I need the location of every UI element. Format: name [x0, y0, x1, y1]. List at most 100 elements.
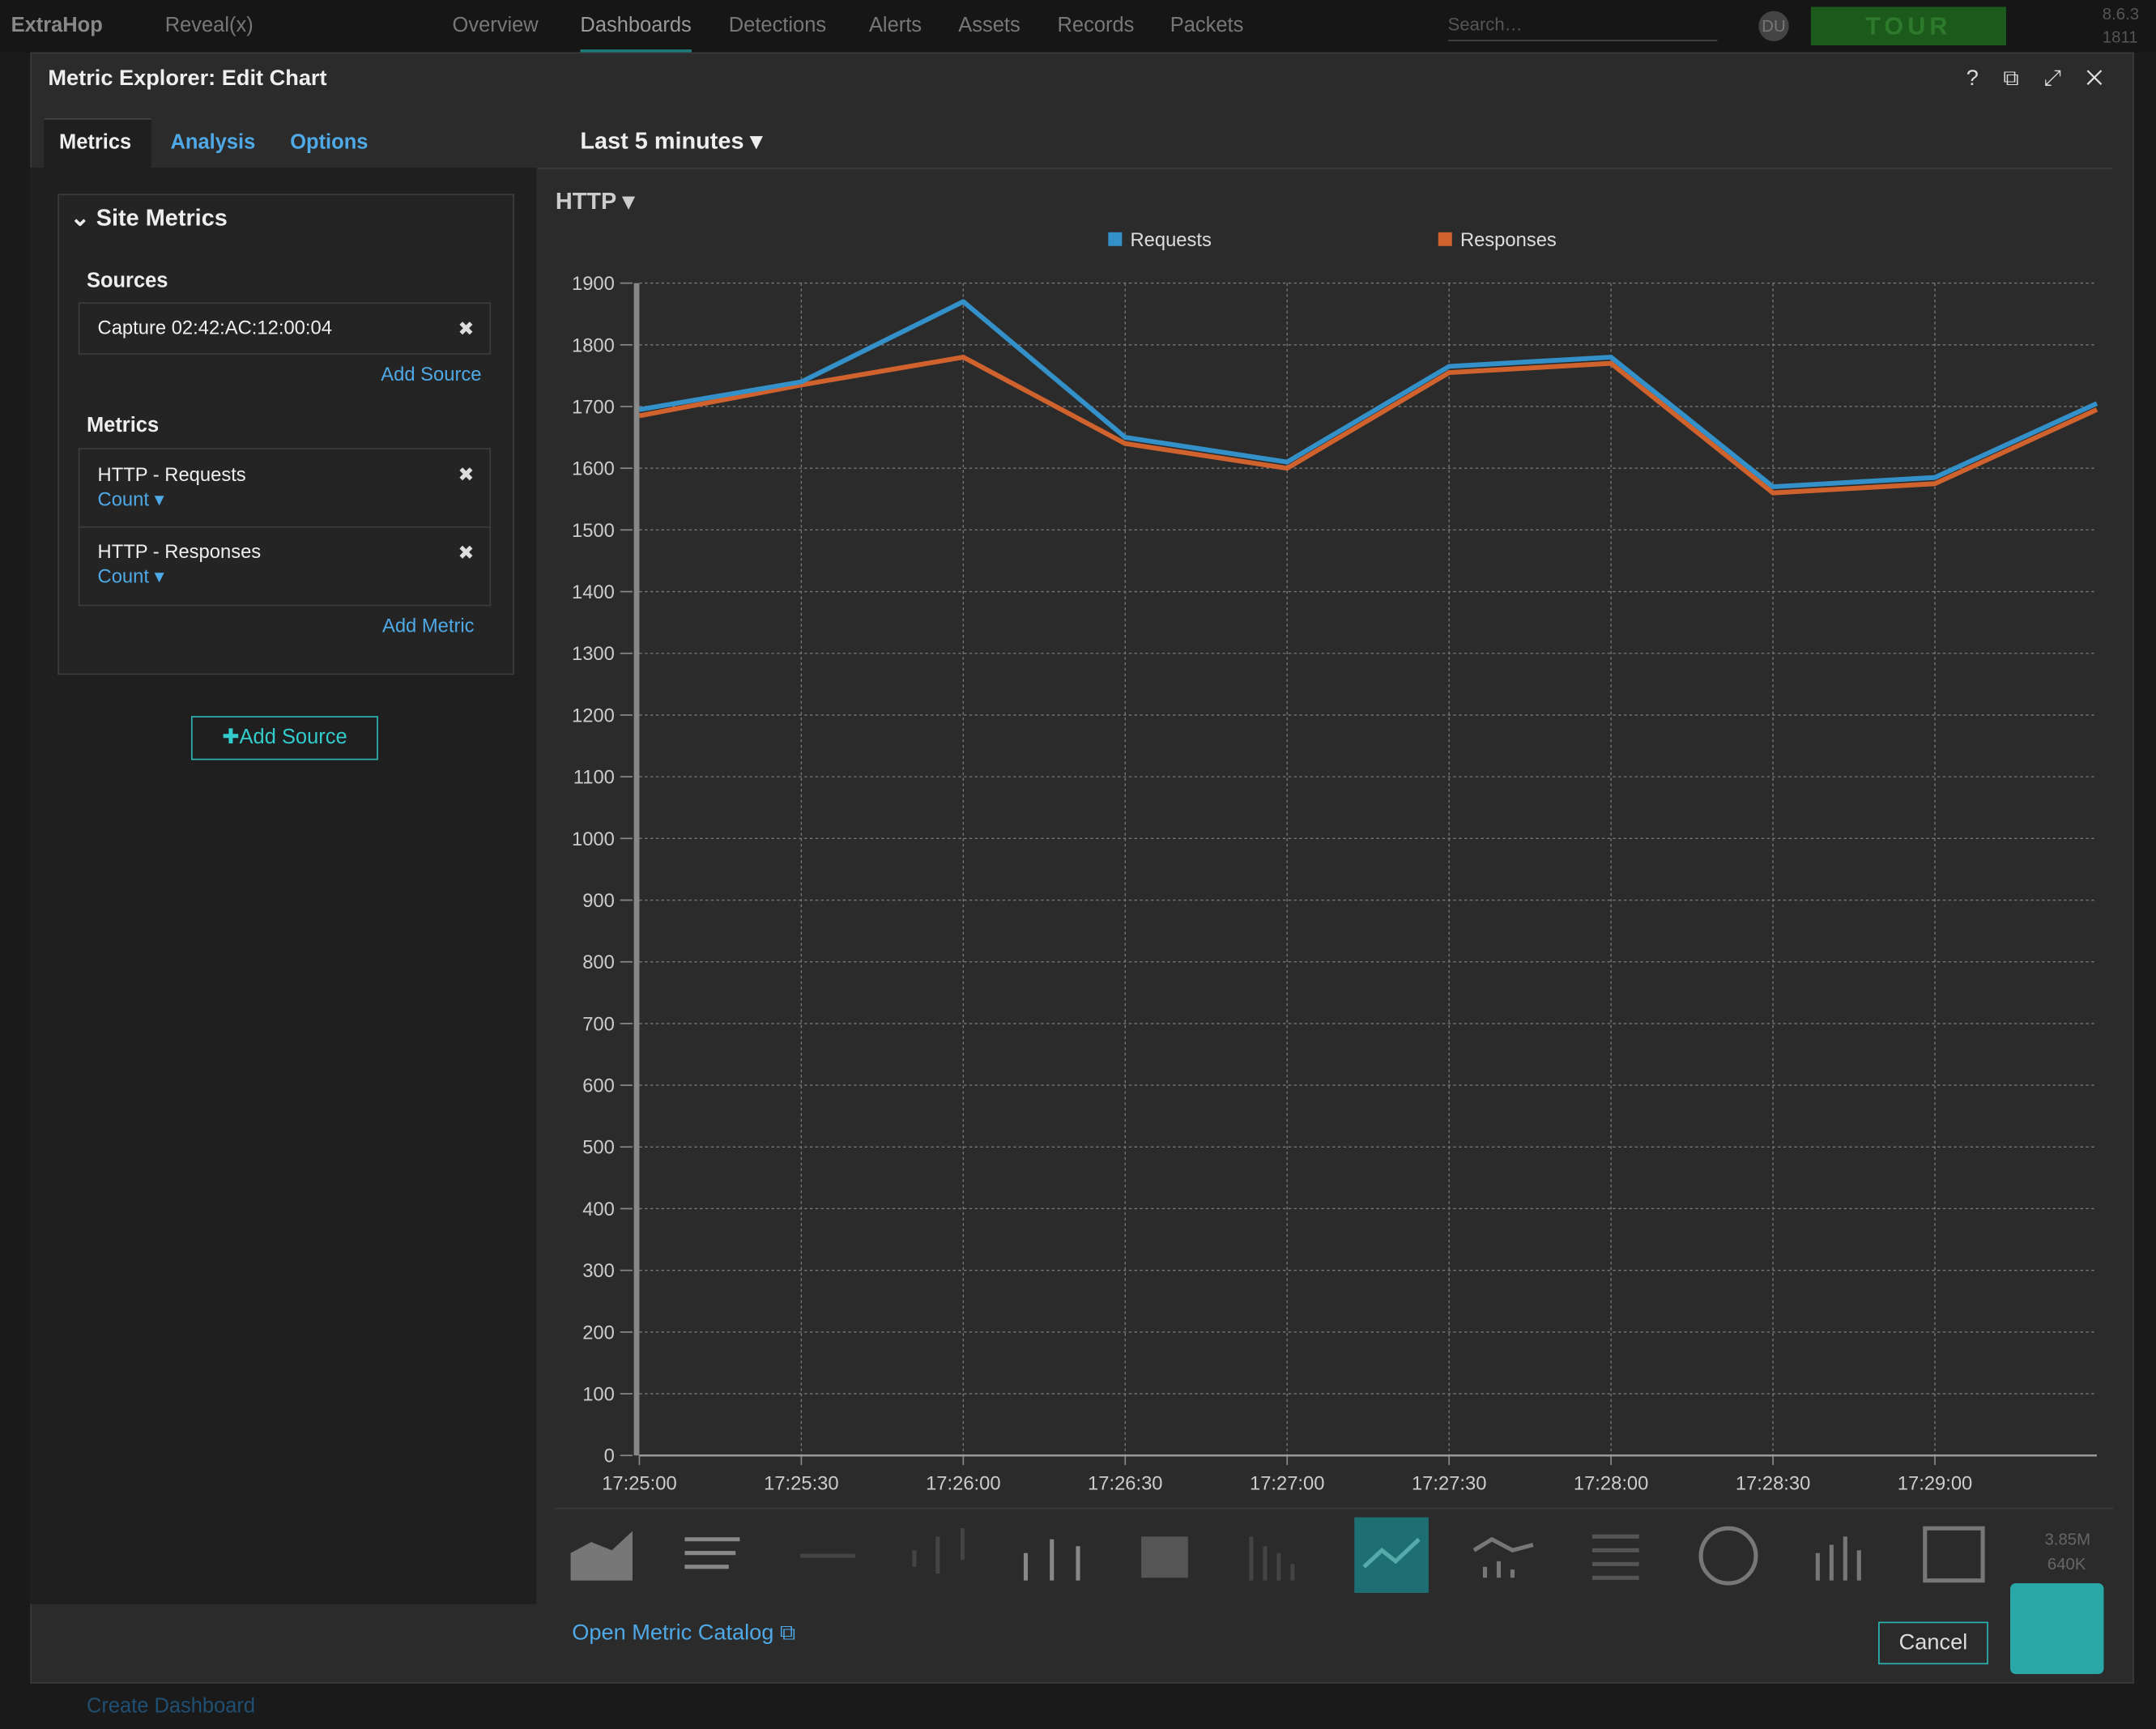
tab[interactable]: Analysis [170, 130, 256, 155]
legend-label: Requests [1131, 229, 1212, 251]
x-tick-label: 17:26:30 [1088, 1473, 1162, 1495]
y-tick-label: 300 [582, 1260, 615, 1282]
y-tick-label: 1900 [572, 273, 615, 295]
tour-button[interactable]: TOUR [1810, 6, 2006, 46]
time-range-text: Last 5 minutes [580, 127, 744, 155]
series-line [638, 355, 2098, 496]
y-tick-label: 1200 [572, 705, 615, 726]
top-nav: ExtraHop Reveal(x) Overview Dashboards D… [0, 0, 2156, 53]
series-line [638, 299, 2098, 490]
cancel-button[interactable]: Cancel [1878, 1621, 1988, 1665]
assistant-button[interactable] [2010, 1583, 2104, 1675]
y-tick-label: 200 [582, 1322, 615, 1344]
icon[interactable] [684, 1537, 740, 1569]
icon[interactable] [1472, 1536, 1534, 1578]
metric-name: HTTP - Responses [97, 539, 262, 563]
nav-link[interactable]: Assets [958, 13, 1020, 37]
y-tick-label: 600 [582, 1075, 615, 1097]
x-tick-label: 17:27:00 [1250, 1473, 1324, 1495]
icon[interactable] [1023, 1539, 1080, 1581]
x-tick-label: 17:28:00 [1574, 1473, 1648, 1495]
add-source-button[interactable]: ✚Add Source [190, 716, 378, 760]
y-tick-label: 1000 [572, 828, 615, 850]
icon[interactable] [1362, 1537, 1421, 1569]
calc-text: Count [97, 564, 149, 587]
time-range[interactable]: Last 5 minutes ▾ [580, 127, 763, 155]
y-tick-label: 100 [582, 1384, 615, 1406]
x-tick-label: 17:25:00 [602, 1473, 676, 1495]
icon[interactable] [1698, 1526, 1758, 1586]
link-text: Open Metric Catalog [572, 1621, 774, 1646]
y-tick-label: 1300 [572, 643, 615, 665]
modal-title: Metric Explorer: Edit Chart [48, 67, 327, 92]
metric-row [78, 448, 492, 528]
section-title-text: Site Metrics [96, 204, 228, 232]
x-tick-label: 17:25:30 [764, 1473, 838, 1495]
legend-swatch [1108, 232, 1123, 246]
icon-selected[interactable] [1354, 1517, 1429, 1593]
metric-calc[interactable]: Count ▾ [97, 564, 164, 587]
y-tick-label: 1600 [572, 458, 615, 480]
icon[interactable] [1141, 1536, 1188, 1578]
y-tick-label: 700 [582, 1013, 615, 1035]
metric-name: HTTP - Requests [97, 462, 246, 486]
icon[interactable] [1815, 1536, 1861, 1581]
metric-catalog-link[interactable]: Open Metric Catalog ⧉ [572, 1621, 796, 1646]
version: 8.6.3 [2102, 4, 2140, 23]
nav-link[interactable]: Packets [1170, 13, 1244, 37]
y-tick-label: 1400 [572, 581, 615, 603]
window-controls[interactable]: ?⧉⤢✕ [1966, 67, 2128, 92]
icon[interactable] [912, 1528, 965, 1574]
nav-link[interactable]: Detections [728, 13, 827, 37]
nav-link[interactable]: Dashboards [580, 14, 692, 53]
x-tick-label: 17:28:30 [1736, 1473, 1810, 1495]
metric-row [78, 526, 492, 607]
build: 1811 [2102, 27, 2138, 47]
legend-label: Responses [1460, 229, 1557, 251]
remove-icon[interactable]: ✖ [458, 462, 475, 486]
x-tick-label: 17:26:00 [926, 1473, 1000, 1495]
add-source-link[interactable]: Add Source [381, 363, 482, 385]
x-tick-label: 17:27:30 [1412, 1473, 1486, 1495]
metric-calc[interactable]: Count ▾ [97, 488, 164, 510]
y-tick-label: 1500 [572, 520, 615, 542]
y-tick-label: 800 [582, 952, 615, 973]
nav-link[interactable]: Records [1057, 13, 1135, 37]
group-select[interactable]: HTTP ▾ [555, 188, 635, 215]
y-tick-label: 1800 [572, 334, 615, 356]
icon[interactable] [570, 1531, 633, 1581]
brand: ExtraHop [11, 13, 103, 37]
remove-icon[interactable]: ✖ [458, 317, 475, 340]
icon[interactable] [1923, 1526, 1985, 1583]
section-title[interactable]: ⌄ Site Metrics [70, 204, 228, 232]
search-input[interactable]: Search… [1447, 14, 1718, 41]
legend-swatch [1438, 232, 1452, 246]
tab[interactable]: Options [290, 130, 369, 155]
group-text: HTTP [555, 188, 616, 215]
calc-text: Count [97, 488, 149, 510]
y-tick-label: 0 [604, 1446, 615, 1467]
icon[interactable] [1591, 1534, 1639, 1580]
y-tick-label: 500 [582, 1137, 615, 1159]
mini-value: 640K [2047, 1554, 2086, 1574]
source: Capture 02:42:AC:12:00:04 [97, 316, 332, 339]
create-dashboard[interactable]: Create Dashboard [86, 1694, 256, 1718]
y-tick-label: 1700 [572, 396, 615, 418]
y-tick-label: 400 [582, 1199, 615, 1220]
add-metric-link[interactable]: Add Metric [381, 614, 475, 637]
nav-link[interactable]: Overview [452, 13, 539, 37]
user-avatar[interactable]: DU [1758, 11, 1789, 41]
nav-link[interactable]: Reveal(x) [164, 13, 254, 37]
remove-icon[interactable]: ✖ [458, 541, 475, 564]
nav-link[interactable]: Alerts [868, 13, 922, 37]
tab[interactable]: Metrics [59, 130, 132, 155]
button-text: Add Source [239, 726, 347, 749]
mini-value: 3.85M [2044, 1529, 2091, 1549]
icon[interactable] [1249, 1536, 1295, 1581]
label: Sources [86, 269, 168, 293]
source-row [78, 302, 492, 355]
